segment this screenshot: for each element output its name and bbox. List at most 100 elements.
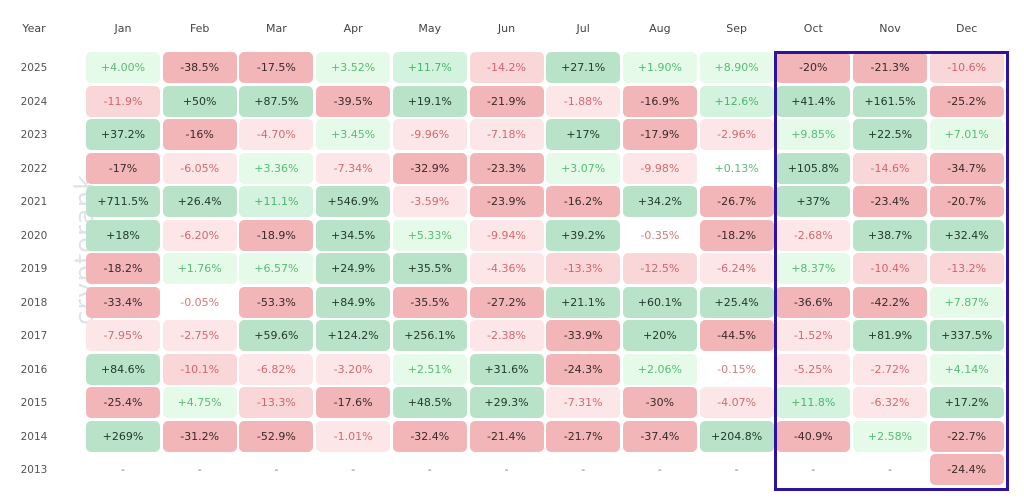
- year-label: 2023: [20, 129, 48, 141]
- heatmap-cell-2024-jul: -1.88%: [546, 85, 621, 117]
- heatmap-cell-2023-mar: -4.70%: [239, 119, 314, 150]
- heatmap-cell-2022-mar: +3.36%: [239, 152, 314, 184]
- heatmap-cell-2024-jun: -21.9%: [469, 85, 544, 117]
- heatmap-cell-2021-dec: -20.7%: [929, 186, 1004, 217]
- heatmap-cell-2022-jan: -17%: [86, 152, 160, 184]
- heatmap-cell-2013-oct: -: [811, 463, 816, 476]
- heatmap-cell-2020-oct: -2.68%: [776, 219, 851, 251]
- heatmap-cell-2019-jul: -13.3%: [546, 253, 621, 284]
- year-label: 2021: [20, 196, 48, 208]
- heatmap-cell-2013-jun: -: [504, 463, 509, 476]
- heatmap-cell-2013-jul: -: [581, 463, 586, 476]
- month-header-dec: Dec: [956, 22, 978, 35]
- heatmap-cell-2025-feb: -38.5%: [162, 52, 237, 83]
- heatmap-cell-2015-apr: -17.6%: [316, 387, 391, 418]
- heatmap-cell-2017-jul: -33.9%: [546, 320, 621, 351]
- q4-highlight-box: [774, 51, 1009, 491]
- heatmap-cell-2023-nov: +22.5%: [853, 119, 927, 150]
- heatmap-cell-2021-may: -3.59%: [392, 186, 467, 217]
- heatmap-cell-2015-mar: -13.3%: [239, 387, 314, 418]
- heatmap-cell-2018-feb: -0.05%: [162, 286, 237, 318]
- month-header-feb: Feb: [189, 22, 210, 35]
- heatmap-cell-2017-may: +256.1%: [392, 320, 467, 351]
- heatmap-cell-2015-may: +48.5%: [392, 387, 467, 418]
- month-header-mar: Mar: [266, 22, 287, 35]
- heatmap-cell-2023-feb: -16%: [162, 119, 237, 150]
- heatmap-cell-2014-feb: -31.2%: [162, 420, 237, 452]
- year-column-header: Year: [22, 22, 46, 35]
- heatmap-cell-2021-jun: -23.9%: [469, 186, 544, 217]
- heatmap-cell-2025-jul: +27.1%: [546, 52, 621, 83]
- heatmap-cell-2020-nov: +38.7%: [853, 219, 927, 251]
- heatmap-cell-2024-apr: -39.5%: [316, 85, 391, 117]
- heatmap-cell-2024-aug: -16.9%: [622, 85, 697, 117]
- heatmap-cell-2014-sep: +204.8%: [699, 420, 774, 452]
- heatmap-cell-2013-mar: -: [274, 463, 279, 476]
- heatmap-cell-2019-mar: +6.57%: [239, 253, 314, 284]
- heatmap-cell-2023-oct: +9.85%: [776, 119, 851, 150]
- heatmap-cell-2014-jul: -21.7%: [546, 420, 621, 452]
- heatmap-cell-2020-aug: -0.35%: [622, 219, 697, 251]
- heatmap-cell-2016-jun: +31.6%: [469, 353, 544, 385]
- heatmap-cell-2022-feb: -6.05%: [162, 152, 237, 184]
- heatmap-cell-2022-jul: +3.07%: [546, 152, 621, 184]
- heatmap-cell-2025-mar: -17.5%: [239, 52, 314, 83]
- heatmap-cell-2016-mar: -6.82%: [239, 353, 314, 385]
- heatmap-cell-2014-mar: -52.9%: [239, 420, 314, 452]
- year-label: 2020: [20, 229, 48, 242]
- heatmap-cell-2016-dec: +4.14%: [929, 353, 1004, 385]
- heatmap-cell-2019-jan: -18.2%: [86, 253, 160, 284]
- heatmap-cell-2017-sep: -44.5%: [699, 320, 774, 351]
- heatmap-cell-2024-may: +19.1%: [392, 85, 467, 117]
- heatmap-cell-2021-oct: +37%: [776, 186, 851, 217]
- heatmap-cell-2024-nov: +161.5%: [853, 85, 927, 117]
- heatmap-cell-2022-jun: -23.3%: [469, 152, 544, 184]
- heatmap-cell-2023-apr: +3.45%: [316, 119, 391, 150]
- month-header-jun: Jun: [497, 22, 516, 35]
- heatmap-cell-2018-mar: -53.3%: [239, 286, 314, 318]
- year-label: 2014: [20, 430, 48, 443]
- year-label: 2015: [20, 397, 48, 409]
- heatmap-cell-2019-feb: +1.76%: [162, 253, 237, 284]
- heatmap-cell-2021-nov: -23.4%: [853, 186, 927, 217]
- heatmap-cell-2025-sep: +8.90%: [699, 52, 774, 83]
- heatmap-cell-2019-sep: -6.24%: [699, 253, 774, 284]
- heatmap-cell-2021-mar: +11.1%: [239, 186, 314, 217]
- heatmap-cell-2016-jul: -24.3%: [546, 353, 621, 385]
- heatmap-cell-2019-dec: -13.2%: [929, 253, 1004, 284]
- heatmap-cell-2021-aug: +34.2%: [622, 186, 697, 217]
- heatmap-cell-2020-feb: -6.20%: [162, 219, 237, 251]
- heatmap-cell-2025-may: +11.7%: [392, 52, 467, 83]
- heatmap-cell-2015-jun: +29.3%: [469, 387, 544, 418]
- heatmap-cell-2025-aug: +1.90%: [622, 52, 697, 83]
- heatmap-cell-2013-apr: -: [351, 463, 356, 476]
- heatmap-cell-2013-sep: -: [734, 463, 739, 476]
- year-label: 2019: [20, 263, 48, 275]
- heatmap-cell-2016-oct: -5.25%: [776, 353, 851, 385]
- month-header-may: May: [418, 22, 442, 35]
- heatmap-cell-2018-oct: -36.6%: [776, 286, 851, 318]
- heatmap-cell-2017-apr: +124.2%: [316, 320, 391, 351]
- heatmap-cell-2024-oct: +41.4%: [776, 85, 851, 117]
- heatmap-cell-2013-aug: -: [657, 463, 662, 476]
- heatmap-cell-2017-dec: +337.5%: [929, 320, 1004, 351]
- heatmap-cell-2015-jan: -25.4%: [86, 387, 160, 418]
- heatmap-cell-2015-feb: +4.75%: [162, 387, 237, 418]
- heatmap-cell-2025-nov: -21.3%: [853, 52, 927, 83]
- heatmap-cell-2016-sep: -0.15%: [699, 353, 774, 385]
- heatmap-cell-2024-jan: -11.9%: [86, 85, 160, 117]
- heatmap-cell-2018-jul: +21.1%: [546, 286, 621, 318]
- heatmap-cell-2019-oct: +8.37%: [776, 253, 851, 284]
- heatmap-cell-2018-jan: -33.4%: [86, 286, 160, 318]
- month-header-sep: Sep: [726, 22, 747, 35]
- heatmap-cell-2024-feb: +50%: [162, 85, 237, 117]
- heatmap-cell-2022-apr: -7.34%: [316, 152, 391, 184]
- heatmap-cell-2015-aug: -30%: [622, 387, 697, 418]
- heatmap-cell-2018-nov: -42.2%: [853, 286, 927, 318]
- heatmap-cell-2018-sep: +25.4%: [699, 286, 774, 318]
- heatmap-cell-2024-sep: +12.6%: [699, 85, 774, 117]
- heatmap-cell-2025-apr: +3.52%: [316, 52, 391, 83]
- heatmap-cell-2014-jan: +269%: [86, 420, 160, 452]
- heatmap-cell-2016-aug: +2.06%: [622, 353, 697, 385]
